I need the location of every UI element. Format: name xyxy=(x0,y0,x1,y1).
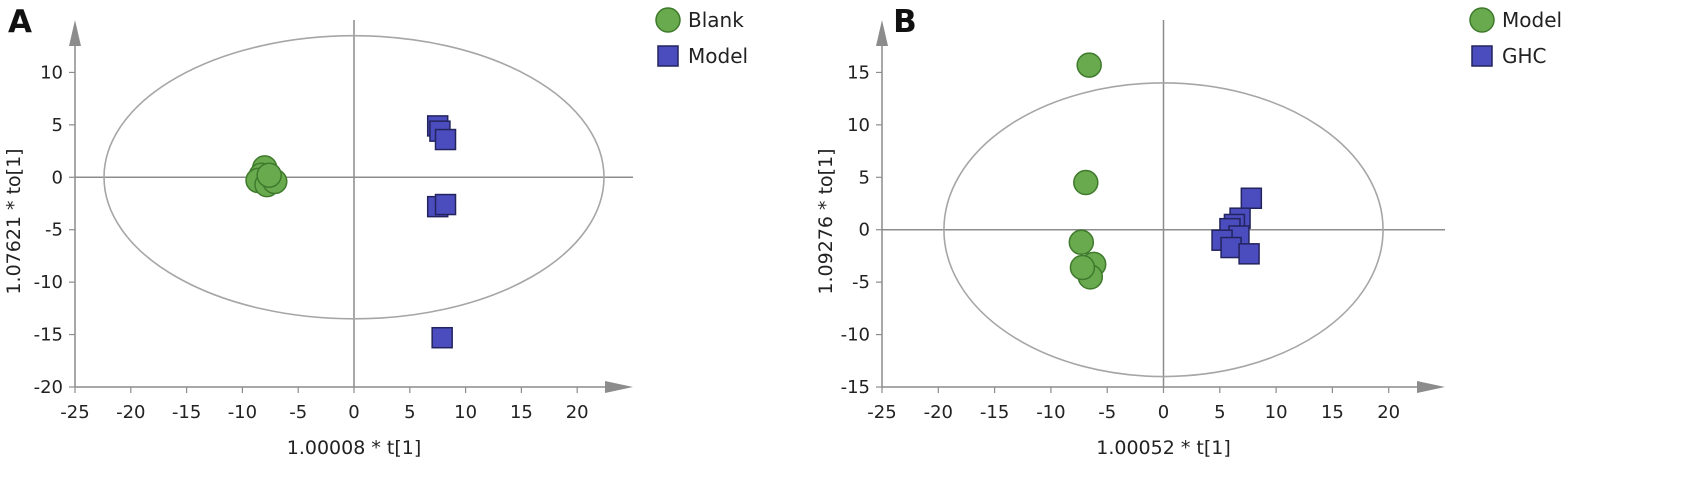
y-tick-label: -10 xyxy=(34,272,63,293)
x-tick-label: -15 xyxy=(172,402,201,423)
x-tick-label: 10 xyxy=(1265,402,1288,423)
x-tick-label: 15 xyxy=(1321,402,1344,423)
y-axis-arrow xyxy=(876,20,888,46)
y-tick-label: -5 xyxy=(852,272,870,293)
panel-b: B -25 -20 -15 -10 -5 0 5 10 15 20 -15 -10 -5 0 5 10 15 1.0… xyxy=(815,4,1562,459)
legend-label: Model xyxy=(1502,8,1562,32)
y-tick-label: -5 xyxy=(45,220,63,241)
data-point xyxy=(431,326,453,349)
y-tick-label: 10 xyxy=(40,62,63,83)
legend-marker xyxy=(1471,45,1493,67)
y-tick-label: 0 xyxy=(52,167,63,188)
y-tick-label: -15 xyxy=(34,325,63,346)
confidence-ellipse xyxy=(103,34,605,320)
data-point xyxy=(1069,254,1096,281)
x-axis-arrow xyxy=(1417,381,1445,393)
confidence-ellipse xyxy=(943,82,1384,378)
x-tick-label: -20 xyxy=(924,402,953,423)
panel-label: B xyxy=(893,4,917,40)
x-tick-label: -15 xyxy=(980,402,1009,423)
panel-a: A -25 -20 -15 -10 -5 0 5 10 15 20 -20 -15 -10 -5 0 5 10 1.… xyxy=(3,4,748,459)
x-tick-label: -5 xyxy=(1098,402,1116,423)
x-tick-label: -10 xyxy=(1036,402,1065,423)
data-point xyxy=(434,128,457,151)
x-tick-label: -25 xyxy=(867,402,896,423)
y-tick-label: 5 xyxy=(52,115,63,136)
y-tick-label: -10 xyxy=(841,325,870,346)
y-tick-label: 10 xyxy=(847,115,870,136)
data-point xyxy=(256,162,282,188)
y-tick-label: 0 xyxy=(859,220,870,241)
x-axis-arrow xyxy=(605,381,633,393)
y-tick-label: 15 xyxy=(847,62,870,83)
y-axis-label: 1.07621 * to[1] xyxy=(3,148,25,294)
x-tick-label: 20 xyxy=(1377,402,1400,423)
x-tick-label: 10 xyxy=(454,402,477,423)
legend-label: GHC xyxy=(1502,44,1547,68)
legend-marker xyxy=(1469,7,1495,33)
x-axis-label: 1.00052 * t[1] xyxy=(1096,437,1231,459)
y-tick-label: 5 xyxy=(859,167,870,188)
y-axis-label: 1.09276 * to[1] xyxy=(815,148,837,294)
data-point xyxy=(1238,243,1260,265)
legend-label: Blank xyxy=(688,8,744,32)
x-tick-label: 5 xyxy=(404,402,415,423)
x-tick-label: -25 xyxy=(60,402,89,423)
x-tick-label: 0 xyxy=(348,402,359,423)
data-point xyxy=(1240,187,1263,210)
x-tick-label: 15 xyxy=(510,402,533,423)
y-tick-label: -20 xyxy=(34,377,63,398)
legend-label: Model xyxy=(688,44,748,68)
panel-label: A xyxy=(8,4,32,40)
x-tick-label: -10 xyxy=(228,402,257,423)
data-point xyxy=(1068,229,1095,256)
y-axis-arrow xyxy=(69,20,81,46)
x-tick-label: 5 xyxy=(1214,402,1225,423)
data-point xyxy=(1076,52,1102,78)
data-point xyxy=(434,193,457,216)
legend-marker xyxy=(657,45,679,67)
x-tick-label: -20 xyxy=(116,402,145,423)
x-axis-label: 1.00008 * t[1] xyxy=(287,437,422,459)
x-tick-label: 20 xyxy=(566,402,589,423)
legend-marker xyxy=(655,7,681,33)
x-tick-label: 0 xyxy=(1158,402,1169,423)
data-point xyxy=(1073,169,1099,196)
data-point xyxy=(1220,236,1242,259)
x-tick-label: -5 xyxy=(289,402,307,423)
y-tick-label: -15 xyxy=(841,377,870,398)
